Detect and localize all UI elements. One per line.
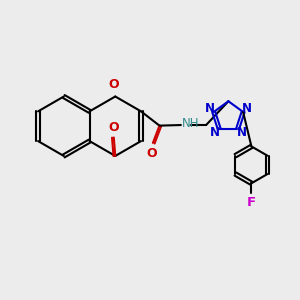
Text: F: F xyxy=(247,196,256,209)
Text: O: O xyxy=(109,121,119,134)
Text: N: N xyxy=(242,103,252,116)
Text: O: O xyxy=(146,147,157,160)
Text: N: N xyxy=(237,126,247,139)
Text: O: O xyxy=(109,78,119,91)
Text: N: N xyxy=(205,103,214,116)
Text: NH: NH xyxy=(182,117,199,130)
Text: N: N xyxy=(210,126,220,139)
